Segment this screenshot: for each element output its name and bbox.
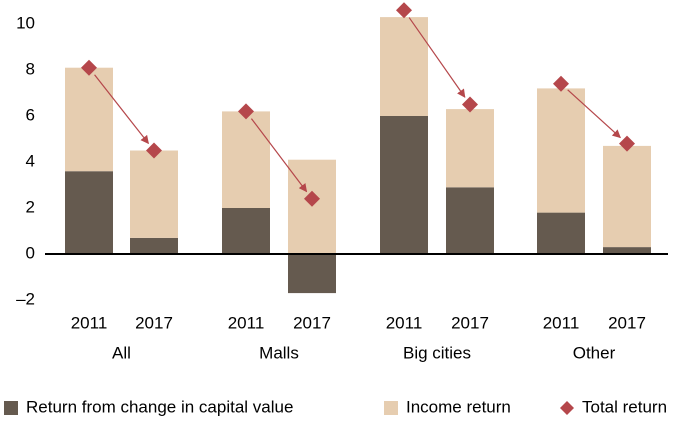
bar (446, 187, 494, 254)
bar (537, 88, 585, 213)
total-marker (553, 75, 569, 92)
y-tick-label: –2 (16, 289, 35, 308)
total-marker (462, 96, 478, 113)
change-arrow (250, 118, 308, 193)
total-marker (619, 135, 635, 152)
legend-swatch (384, 401, 398, 415)
bar (380, 17, 428, 117)
x-tick-label: 2011 (71, 313, 108, 332)
bar (288, 159, 336, 254)
bar (603, 247, 651, 254)
bar (603, 145, 651, 248)
group-label: Malls (259, 343, 299, 362)
x-tick-label: 2017 (608, 313, 646, 332)
x-tick-label: 2011 (228, 313, 265, 332)
change-arrow (408, 17, 466, 98)
change-arrow (567, 89, 621, 139)
bar (222, 111, 270, 208)
total-marker (81, 59, 97, 76)
bar (65, 67, 113, 172)
legend-label: Income return (406, 397, 511, 416)
legend-swatch (560, 401, 574, 415)
legend-label: Return from change in capital value (26, 397, 293, 416)
total-marker (396, 2, 412, 19)
bar (446, 109, 494, 188)
bar (288, 254, 336, 294)
group-label: Big cities (403, 343, 471, 362)
total-marker (304, 190, 320, 207)
group-label: Other (573, 343, 616, 362)
bar (130, 237, 178, 254)
y-tick-label: 0 (26, 243, 35, 262)
y-tick-label: 6 (26, 105, 35, 124)
total-marker (146, 142, 162, 159)
bar (537, 212, 585, 254)
y-tick-label: 2 (26, 197, 35, 216)
bar (65, 171, 113, 254)
change-arrow (94, 74, 149, 145)
x-tick-label: 2017 (135, 313, 173, 332)
bar (380, 116, 428, 254)
total-marker (238, 103, 254, 120)
legend-swatch (4, 401, 18, 415)
y-tick-label: 8 (26, 59, 35, 78)
x-tick-label: 2017 (451, 313, 489, 332)
bar (130, 150, 178, 238)
y-tick-label: 10 (16, 13, 35, 32)
x-tick-label: 2017 (293, 313, 331, 332)
group-label: All (112, 343, 131, 362)
y-tick-label: 4 (26, 151, 35, 170)
x-tick-label: 2011 (386, 313, 423, 332)
x-tick-label: 2011 (543, 313, 580, 332)
bar (222, 208, 270, 254)
legend-label: Total return (582, 397, 667, 416)
